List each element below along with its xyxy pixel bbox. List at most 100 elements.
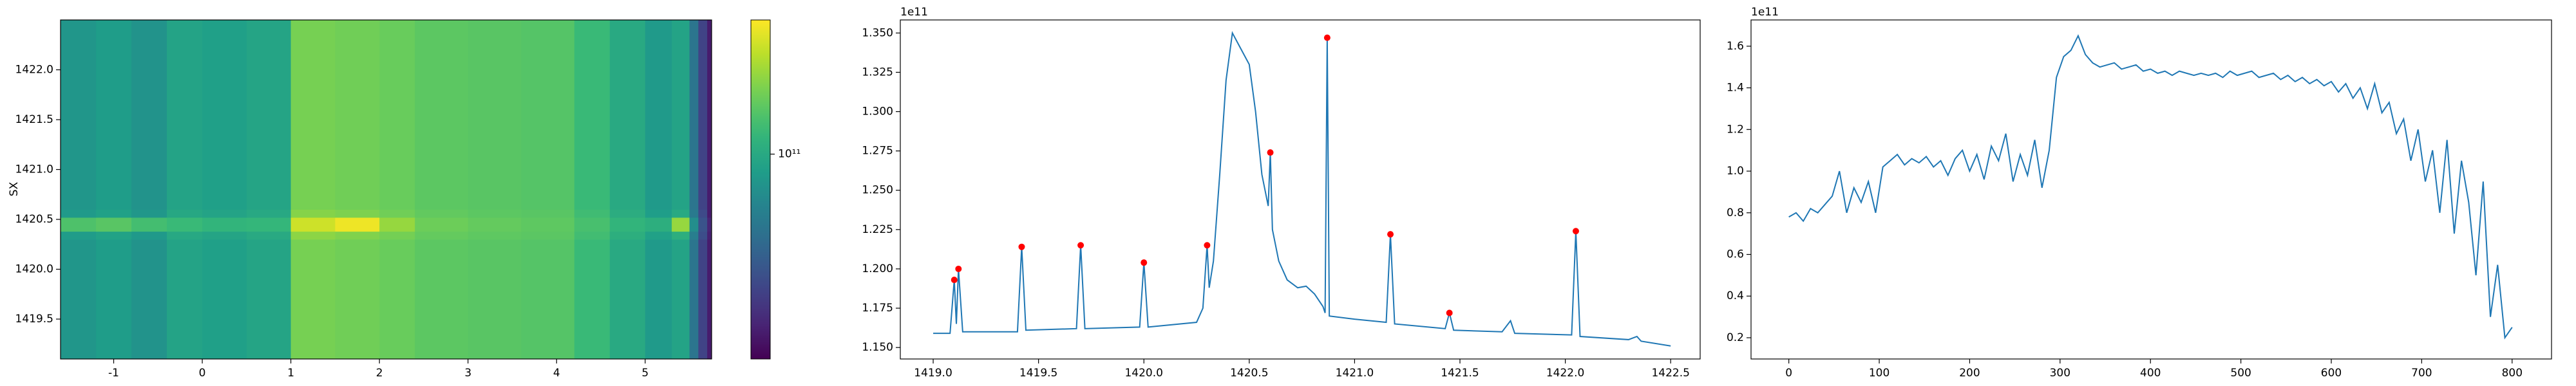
peak-marker: [1387, 231, 1394, 238]
x-tick-label: 0: [1785, 367, 1792, 380]
heatmap-cell: [468, 217, 522, 232]
heatmap-cell: [707, 209, 712, 218]
heatmap-cell: [202, 217, 247, 232]
heatmap-cell: [246, 209, 292, 218]
heatmap-cell: [521, 20, 575, 210]
peak-marker: [1572, 228, 1579, 235]
y-tick-label: 1420.0: [15, 263, 53, 276]
y-tick-label: 0.8: [1727, 207, 1744, 219]
heatmap-cell: [131, 231, 167, 240]
y-tick-label: 1.275: [862, 145, 893, 158]
peak-marker: [1018, 243, 1025, 250]
peak-marker: [1323, 34, 1331, 41]
heatmap-cell: [415, 20, 469, 210]
y-tick-label: 1422.0: [15, 64, 53, 77]
x-tick-label: 2: [376, 367, 383, 380]
heatmap-cell: [131, 239, 167, 360]
heatmap-cell: [609, 217, 646, 232]
heatmap-cell: [574, 217, 611, 232]
heatmap-cell: [521, 239, 575, 360]
x-tick-label: 800: [2502, 367, 2523, 380]
heatmap-cell: [415, 239, 469, 360]
heatmap-cell: [379, 217, 415, 232]
heatmap-cell: [698, 217, 708, 232]
heatmap-cell: [468, 209, 522, 218]
x-tick-label: 1421.5: [1441, 367, 1479, 380]
heatmap-cell: [698, 231, 708, 240]
peak-marker: [951, 277, 958, 284]
heatmap-cell: [645, 239, 672, 360]
axes-frame: [900, 19, 1701, 360]
heatmap-cell: [689, 20, 699, 210]
peak-marker: [1141, 259, 1148, 266]
x-tick-label: 100: [1869, 367, 1889, 380]
heatmap-cell: [379, 231, 415, 240]
heatmap-cell: [645, 217, 672, 232]
heatmap-cell: [415, 231, 469, 240]
y-offset-text: 1e11: [1751, 6, 1779, 19]
y-tick-label: 0.2: [1727, 331, 1744, 344]
heatmap-cell: [645, 209, 672, 218]
peak-marker: [1446, 309, 1453, 317]
heatmap-cell: [61, 231, 97, 240]
heatmap-cell: [415, 209, 469, 218]
heatmap-cell: [335, 231, 380, 240]
heatmap-cell: [96, 209, 132, 218]
x-tick-label: 300: [2050, 367, 2070, 380]
heatmap-cell: [61, 20, 97, 210]
axes-frame: [1750, 19, 2552, 360]
heatmap-cell: [707, 231, 712, 240]
line: [1788, 34, 2513, 340]
heatmap-cell: [167, 20, 203, 210]
x-tick-label: 700: [2411, 367, 2432, 380]
heatmap-cell: [672, 20, 690, 210]
heatmap-cell: [707, 239, 712, 360]
x-tick-label: 1422.5: [1651, 367, 1689, 380]
line: [933, 31, 1671, 347]
x-tick-label: 1420.5: [1230, 367, 1268, 380]
x-tick-label: 200: [1959, 367, 1980, 380]
heatmap-cell: [707, 217, 712, 232]
heatmap-cell: [698, 209, 708, 218]
heatmap-cell: [609, 231, 646, 240]
x-tick-label: -1: [108, 367, 119, 380]
heatmap-cell: [689, 209, 699, 218]
y-tick-label: 1.250: [862, 184, 893, 197]
heatmap-cell: [290, 209, 336, 218]
y-tick-label: 1.225: [862, 223, 893, 236]
heatmap-cell: [415, 217, 469, 232]
x-tick-label: 600: [2321, 367, 2342, 380]
heatmap-cell: [246, 231, 292, 240]
heatmap-cell: [609, 239, 646, 360]
y-tick-label: 1.0: [1727, 165, 1744, 178]
heatmap-cell: [689, 231, 699, 240]
heatmap-cell: [574, 209, 611, 218]
colorbar-tick-label: 10¹¹: [778, 148, 800, 161]
heatmap-cell: [672, 209, 690, 218]
y-tick-label: 1.2: [1727, 123, 1744, 136]
heatmap-cell: [167, 231, 203, 240]
heatmap-cell: [574, 239, 611, 360]
heatmap-cell: [96, 217, 132, 232]
heatmap-cell: [246, 20, 292, 210]
heatmap-cell: [246, 217, 292, 232]
y-tick-label: 0.4: [1727, 290, 1744, 302]
heatmap-cell: [645, 20, 672, 210]
x-tick-label: 1419.0: [914, 367, 952, 380]
heatmap-cell: [202, 231, 247, 240]
y-tick-label: 1.175: [862, 302, 893, 315]
heatmap-cell: [335, 209, 380, 218]
heatmap-cell: [246, 239, 292, 360]
heatmap-cell: [698, 20, 708, 210]
heatmap-cell: [609, 20, 646, 210]
x-tick-label: 1419.5: [1019, 367, 1057, 380]
heatmap-cell: [290, 239, 336, 360]
heatmap-cell: [521, 217, 575, 232]
colorbar: [750, 19, 771, 360]
y-tick-label: 1419.5: [15, 313, 53, 326]
y-offset-text: 1e11: [900, 6, 928, 19]
heatmap-cell: [167, 239, 203, 360]
peak-marker: [1204, 242, 1211, 249]
y-tick-label: 1.350: [862, 26, 893, 39]
